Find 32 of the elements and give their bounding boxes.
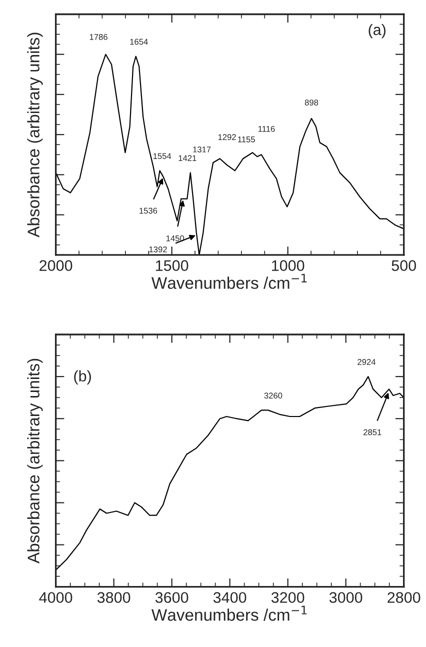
annotation: 1292 — [218, 134, 236, 140]
x-tick-label: 2000 — [40, 260, 72, 271]
annotation: 1392 — [149, 246, 167, 252]
annotation: 1421 — [178, 155, 196, 161]
annotation: 1450 — [166, 235, 184, 242]
annotation: 1155 — [238, 136, 255, 142]
x-tick-label: 3800 — [97, 592, 130, 603]
x-tick-label: 2800 — [388, 592, 420, 603]
annotation: 898 — [304, 100, 318, 106]
x-tick-label: 1500 — [156, 260, 188, 271]
annotation: 2924 — [358, 359, 376, 365]
annotation: 1554 — [153, 153, 172, 160]
annotation: 1116 — [258, 126, 275, 132]
y-axis-title: Absorbance (arbitrary units) — [27, 32, 43, 238]
x-axis-title: Wavenumbers /cm$^{−1}$ — [151, 606, 307, 621]
x-tick-label: 4000 — [39, 592, 72, 603]
x-tick-label: 3200 — [271, 592, 304, 603]
annotation: (b) — [74, 370, 91, 385]
annotation: 3260 — [264, 392, 282, 399]
x-tick-label: 3000 — [329, 592, 362, 603]
x-tick-label: 3400 — [213, 592, 246, 603]
y-axis-title: Absorbance (arbitrary units) — [27, 358, 43, 564]
annotation: 2851 — [364, 429, 382, 436]
x-tick-label: 1000 — [272, 260, 304, 271]
text: (a) — [368, 24, 386, 38]
x-tick-label: 500 — [392, 260, 416, 271]
x-axis-title: Wavenumbers /cm$^{−1}$ — [151, 274, 307, 289]
annotation: 1654 — [130, 38, 148, 45]
annotation: 1786 — [90, 34, 108, 40]
annotation: 1536 — [140, 208, 158, 214]
x-tick-label: 3600 — [155, 592, 188, 603]
annotation: 1317 — [193, 146, 211, 152]
